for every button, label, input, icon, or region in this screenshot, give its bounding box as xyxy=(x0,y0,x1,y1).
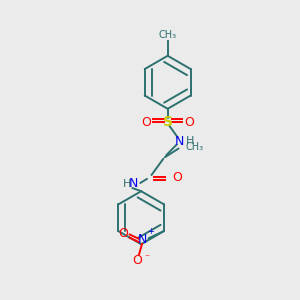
Text: O: O xyxy=(184,116,194,128)
Text: O: O xyxy=(118,227,128,240)
Text: ⁻: ⁻ xyxy=(144,254,149,263)
Text: O: O xyxy=(133,254,142,267)
Text: N: N xyxy=(129,177,139,190)
Text: N: N xyxy=(175,135,184,148)
Text: S: S xyxy=(163,115,173,129)
Text: CH₃: CH₃ xyxy=(159,30,177,40)
Text: H: H xyxy=(123,179,131,189)
Text: N: N xyxy=(137,233,147,246)
Text: CH₃: CH₃ xyxy=(185,142,203,152)
Text: H: H xyxy=(186,136,194,146)
Text: O: O xyxy=(141,116,151,128)
Text: O: O xyxy=(172,172,182,184)
Text: +: + xyxy=(147,227,154,236)
